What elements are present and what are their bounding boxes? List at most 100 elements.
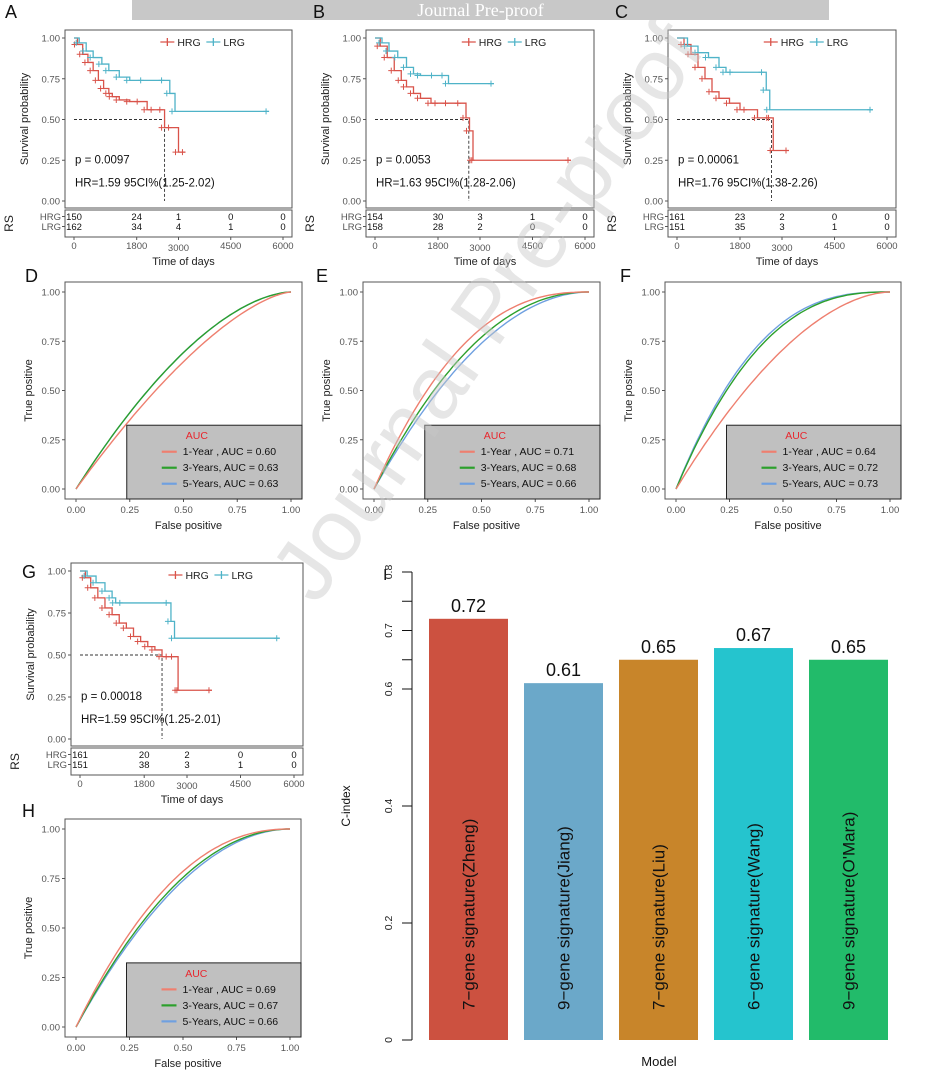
risk-count: 4 bbox=[176, 222, 181, 233]
km-panel-b: B 0.00 0.25 0.50 0.75 1.00 Survival probabilit… bbox=[303, 2, 596, 268]
censor-mark bbox=[134, 638, 141, 645]
censor-mark bbox=[127, 633, 134, 640]
censor-mark bbox=[81, 573, 88, 580]
auc-legend-box bbox=[126, 424, 303, 500]
risk-count: 2 bbox=[779, 212, 784, 223]
x-axis-label: False positive bbox=[155, 520, 222, 532]
x-tick-label: 0.25 bbox=[121, 505, 140, 516]
x-axis-label: False positive bbox=[754, 520, 821, 532]
x-tick-label: 1.00 bbox=[580, 505, 599, 516]
legend-key-lrg bbox=[214, 571, 229, 579]
y-tick-label: 0.75 bbox=[340, 337, 359, 348]
y-axis-label: True positive bbox=[321, 359, 333, 422]
x-tick-label: 0.25 bbox=[419, 505, 438, 516]
x-tick-label: 0 bbox=[77, 779, 82, 790]
legend-key-hrg bbox=[160, 38, 175, 46]
y-axis-label: C-index bbox=[339, 785, 353, 826]
x-tick-label: 3000 bbox=[176, 781, 197, 792]
censor-mark bbox=[692, 49, 698, 56]
censor-mark bbox=[463, 127, 470, 134]
risk-count: 3 bbox=[184, 760, 189, 771]
y-tick-label: 0.50 bbox=[48, 651, 67, 662]
risk-count: 1 bbox=[530, 212, 535, 223]
risk-count: 0 bbox=[884, 212, 889, 223]
survival-curve-hrg bbox=[375, 37, 571, 161]
x-tick-label: 0.00 bbox=[67, 505, 86, 516]
censor-mark bbox=[92, 77, 99, 84]
x-axis-label: Time of days bbox=[161, 794, 224, 806]
roc-curve-3-years bbox=[675, 291, 890, 490]
risk-count: 0 bbox=[228, 212, 233, 223]
censor-mark bbox=[156, 106, 163, 113]
y-tick-label: 0.75 bbox=[42, 337, 61, 348]
censor-mark bbox=[713, 64, 719, 71]
x-tick-label: 1.00 bbox=[881, 505, 900, 516]
y-tick-label: 0.75 bbox=[645, 74, 664, 85]
censor-mark bbox=[407, 90, 414, 97]
y-tick-label: 0.6 bbox=[383, 682, 395, 697]
risk-count: 1 bbox=[176, 212, 181, 223]
survival-curve-lrg bbox=[375, 37, 494, 85]
hazard-ratio: HR=1.59 95CI%(1.25-2.01) bbox=[81, 714, 221, 726]
x-tick-label: 0 bbox=[372, 241, 377, 252]
censor-mark bbox=[428, 72, 435, 79]
legend-label-lrg: LRG bbox=[223, 37, 245, 49]
legend-label-hrg: HRG bbox=[177, 37, 200, 49]
censor-mark bbox=[163, 653, 170, 660]
censor-mark bbox=[98, 588, 105, 595]
censor-mark bbox=[90, 579, 97, 586]
censor-mark bbox=[120, 625, 127, 632]
p-value: p = 0.0053 bbox=[376, 154, 431, 166]
panel-label: C bbox=[615, 2, 628, 22]
median-survival-line bbox=[375, 119, 470, 201]
censor-mark bbox=[414, 95, 421, 102]
x-tick-label: 3000 bbox=[168, 243, 189, 254]
auc-legend-box bbox=[726, 424, 902, 500]
legend-label-1-year: 1-Year , AUC = 0.64 bbox=[783, 446, 876, 458]
censor-mark bbox=[164, 618, 171, 625]
x-tick-label: 4500 bbox=[230, 779, 251, 790]
y-tick-label: 0.00 bbox=[642, 485, 661, 496]
roc-curve-3-years bbox=[373, 291, 589, 490]
censor-mark bbox=[751, 114, 758, 121]
bar-category-label: 6−gene signature(Wang) bbox=[745, 823, 764, 1010]
y-tick-label: 1.00 bbox=[42, 825, 61, 836]
censor-mark bbox=[783, 147, 789, 154]
risk-count: 1 bbox=[238, 760, 243, 771]
bar-value-label: 0.65 bbox=[831, 637, 866, 657]
legend-label-3-years: 3-Years, AUC = 0.72 bbox=[783, 462, 879, 474]
bar-panel-i: I 0 0.2 0.4 0.6 0.7 0.8 C-index 0.72 7−gene signa… bbox=[339, 565, 888, 1069]
censor-mark bbox=[765, 114, 772, 121]
y-axis-label: Survival probability bbox=[25, 608, 37, 701]
x-tick-label: 0.50 bbox=[174, 1043, 193, 1054]
p-value: p = 0.00061 bbox=[678, 154, 739, 166]
y-tick-label: 1.00 bbox=[42, 288, 61, 299]
censor-mark bbox=[158, 124, 165, 131]
risk-count: 38 bbox=[139, 760, 150, 771]
censor-mark bbox=[87, 54, 94, 61]
y-tick-label: 0.50 bbox=[645, 115, 664, 126]
risk-count: 151 bbox=[669, 222, 685, 233]
censor-mark bbox=[113, 620, 120, 627]
censor-mark bbox=[685, 51, 691, 58]
auc-legend-box bbox=[126, 962, 302, 1038]
censor-mark bbox=[381, 54, 388, 61]
legend-label-1-year: 1-Year , AUC = 0.71 bbox=[481, 446, 574, 458]
censor-mark bbox=[425, 100, 431, 107]
risk-table-title: RS bbox=[303, 215, 317, 232]
survival-curve-hrg bbox=[74, 37, 186, 153]
censor-mark bbox=[400, 64, 407, 71]
x-axis-label: Model bbox=[641, 1054, 677, 1069]
risk-count: 151 bbox=[72, 760, 88, 771]
x-tick-label: 0.75 bbox=[227, 1043, 246, 1054]
y-tick-label: 0.00 bbox=[645, 197, 664, 208]
censor-mark bbox=[73, 39, 80, 46]
y-axis-label: True positive bbox=[623, 359, 635, 422]
legend-label-5-years: 5-Years, AUC = 0.66 bbox=[183, 1016, 279, 1028]
y-tick-label: 1.00 bbox=[645, 34, 664, 45]
risk-count: 30 bbox=[433, 212, 444, 223]
bar-value-label: 0.72 bbox=[451, 596, 486, 616]
panel-label: I bbox=[383, 567, 387, 584]
risk-count: 3 bbox=[779, 222, 784, 233]
x-tick-label: 1800 bbox=[134, 779, 155, 790]
